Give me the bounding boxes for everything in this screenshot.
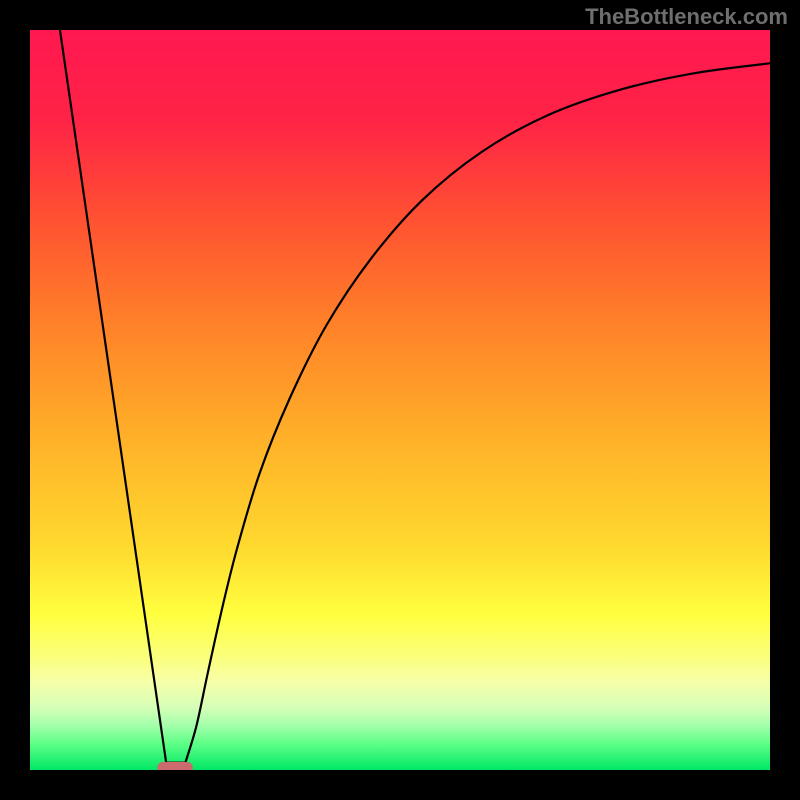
gradient-background [30,30,770,770]
watermark-text: TheBottleneck.com [585,4,788,30]
